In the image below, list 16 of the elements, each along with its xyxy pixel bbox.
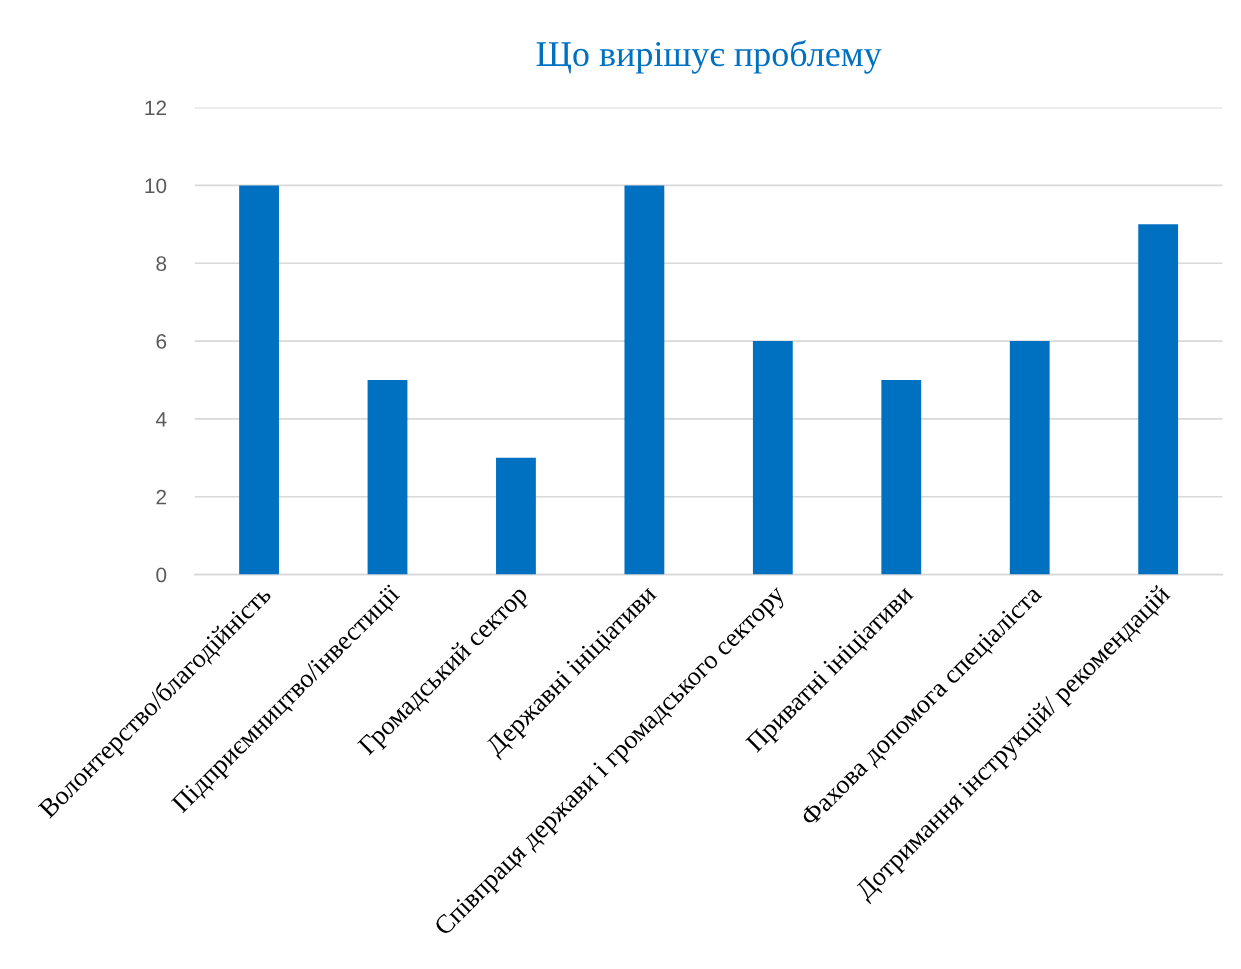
bar (367, 380, 408, 575)
bar (1009, 341, 1050, 575)
y-tick-label: 12 (145, 100, 167, 116)
bar (1138, 224, 1179, 575)
bar (752, 341, 793, 575)
chart-title: Що вирішує проблему (536, 40, 882, 74)
y-tick-label: 0 (156, 567, 167, 583)
y-tick-label: 4 (155, 412, 167, 427)
bar (496, 457, 536, 575)
y-tick-label: 8 (156, 256, 167, 271)
bar (881, 380, 922, 575)
bar (239, 185, 279, 575)
y-tick-label: 6 (156, 334, 167, 349)
bar (624, 185, 665, 575)
y-tick-label: 2 (156, 489, 167, 505)
y-tick-label: 10 (145, 178, 167, 194)
